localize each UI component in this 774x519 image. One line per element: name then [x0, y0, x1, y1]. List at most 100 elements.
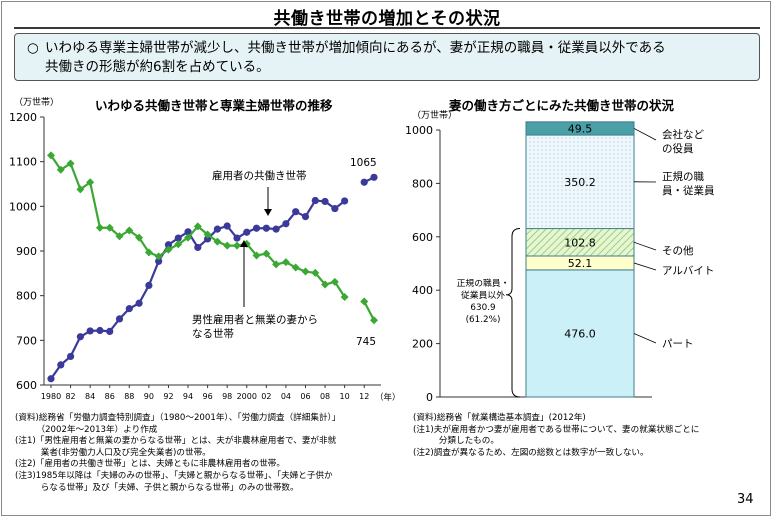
x-tick-label: 88	[124, 392, 134, 401]
single-income-point	[232, 241, 241, 250]
single-income-point	[311, 268, 320, 277]
label-single-income-2: なる世帯	[192, 328, 234, 340]
legend-label: 員・従業員	[662, 184, 715, 197]
single-income-line	[363, 300, 375, 321]
legend-leader-line	[633, 241, 657, 251]
dual-income-point	[360, 178, 368, 186]
right-bars: 476.0 52.1 102.8 350.2 49.5	[525, 121, 635, 398]
single-income-point	[301, 267, 310, 276]
stacked-bar-chart: 0 200 400 600 800 1000 476.0 52.1 102.8 350.2 49.…	[405, 121, 715, 404]
dual-income-point	[145, 281, 153, 289]
line-chart: 600 700 800 900 1000 1100 1200 1980 82 84 86 88 90 92…	[9, 111, 381, 401]
single-income-point	[115, 232, 124, 241]
left-labels	[240, 187, 272, 307]
right-brace	[505, 228, 521, 398]
single-income-point	[164, 245, 173, 254]
legend-leader-line	[633, 333, 657, 344]
right-notes: (資料)総務省「就業構造基本調査」(2012年) (注1)夫が雇用者かつ妻が雇用…	[413, 413, 699, 459]
single-income-point	[135, 233, 144, 242]
single-income-point	[330, 277, 339, 286]
single-income-point	[252, 251, 261, 260]
dual-income-point	[341, 197, 349, 205]
single-income-point	[125, 226, 134, 235]
y-tick-label: 700	[16, 334, 37, 347]
summary-line-1: いわゆる専業主婦世帯が減少し、共働き世帯が増加傾向にあるが、妻が正規の職員・従業…	[45, 40, 666, 56]
left-note: (資料)総務省「労働力調査特別調査」（1980～2001年）、「労働力調査（詳細…	[15, 413, 341, 423]
x-tick-label: 12	[359, 392, 369, 401]
right-note: (注1)夫が雇用者かつ妻が雇用者である世帯について、妻の就業状態ごとに	[413, 424, 700, 435]
legend-label: 正規の職	[662, 171, 704, 183]
single-income-point	[340, 293, 349, 302]
brace-label: 正規の職員・ 従業員以外 630.9 (61.2%)	[441, 278, 525, 326]
x-tick-label: 04	[281, 392, 291, 401]
dual-income-point	[57, 361, 65, 369]
left-note: (注3)1985年以降は「夫婦のみの世帯」、「夫婦と親からなる世帯」、「夫婦と子…	[15, 470, 333, 481]
x-tick-label: 96	[203, 392, 213, 401]
legend-leader-line	[633, 262, 657, 271]
brace-label-line-1: 正規の職員・	[456, 279, 510, 289]
dual-income-point	[262, 224, 270, 232]
summary-bullet: ○	[27, 40, 39, 56]
dual-label-arrowhead	[264, 209, 272, 216]
single-income-point	[56, 165, 65, 174]
legend-label: アルバイト	[662, 265, 714, 277]
y-tick-label: 200	[412, 338, 433, 351]
x-tick-label: 94	[183, 392, 193, 401]
dual-income-point	[370, 173, 378, 181]
single-income-point	[76, 185, 85, 194]
legend-label: その他	[662, 244, 694, 257]
y-tick-label: 900	[16, 245, 37, 258]
bar-segment	[525, 134, 635, 230]
dual-income-point	[272, 225, 280, 233]
y-tick-label: 1100	[9, 156, 37, 169]
x-tick-label: 92	[163, 392, 173, 401]
single-income-point	[223, 241, 232, 250]
y-tick-label: 400	[412, 284, 433, 297]
left-note: （2002年～2013年）より作成	[15, 424, 158, 435]
single-income-point	[193, 222, 202, 231]
left-xlabel: （年）	[375, 393, 401, 403]
dual-income-point	[174, 234, 182, 242]
x-tick-label: 2000	[237, 392, 257, 401]
x-tick-label: 86	[105, 392, 115, 401]
x-tick-label: 06	[300, 392, 310, 401]
single-income-point	[321, 280, 330, 289]
single-income-point	[105, 223, 114, 232]
summary-line-2: 共働きの形態が約6割を占めている。	[45, 59, 270, 75]
x-tick-label: 84	[85, 392, 95, 401]
left-note: 業者(非労働力人口及び完全失業者)の世帯。	[15, 447, 211, 458]
dual-income-point	[135, 299, 143, 307]
end-label-dual: 1065	[350, 157, 377, 169]
dual-income-point	[213, 225, 221, 233]
single-income-point	[184, 233, 193, 242]
left-note: (注2)「雇用者の共働き世帯」とは、夫婦ともに非農林雇用者の世帯。	[15, 459, 285, 470]
dual-income-point	[301, 213, 310, 221]
dual-income-point	[282, 220, 290, 228]
dual-income-point	[125, 305, 133, 313]
page-title: 共働き世帯の増加とその状況	[273, 9, 501, 29]
right-ylabel: （万世帯）	[412, 111, 458, 121]
legend-label: の役員	[662, 142, 694, 155]
y-tick-label: 600	[16, 379, 37, 392]
dual-income-point	[194, 243, 202, 252]
single-income-point	[370, 316, 378, 325]
left-notes: (資料)総務省「労働力調査特別調査」（1980～2001年）、「労働力調査（詳細…	[15, 413, 340, 494]
right-note: (資料)総務省「就業構造基本調査」(2012年)	[413, 413, 586, 423]
page-number: 34	[737, 492, 754, 507]
single-income-point	[174, 240, 183, 249]
brace-label-line-3: 630.9	[470, 303, 496, 313]
bar-segment-label: 476.0	[564, 327, 596, 340]
right-note: (注2)調査が異なるため、左図の総数とは数字が一致しない。	[413, 447, 649, 458]
single-income-point	[272, 260, 281, 269]
bar-segment-label: 52.1	[568, 257, 593, 270]
single-income-point	[291, 263, 300, 272]
dual-income-point	[164, 241, 173, 249]
single-income-point	[360, 297, 369, 306]
dual-income-point	[252, 224, 261, 232]
x-tick-label: 90	[144, 392, 154, 401]
x-tick-label: 10	[340, 392, 350, 401]
x-tick-label: 98	[222, 392, 232, 401]
single-label-arrowhead	[240, 240, 248, 247]
bar-segment	[525, 121, 635, 136]
